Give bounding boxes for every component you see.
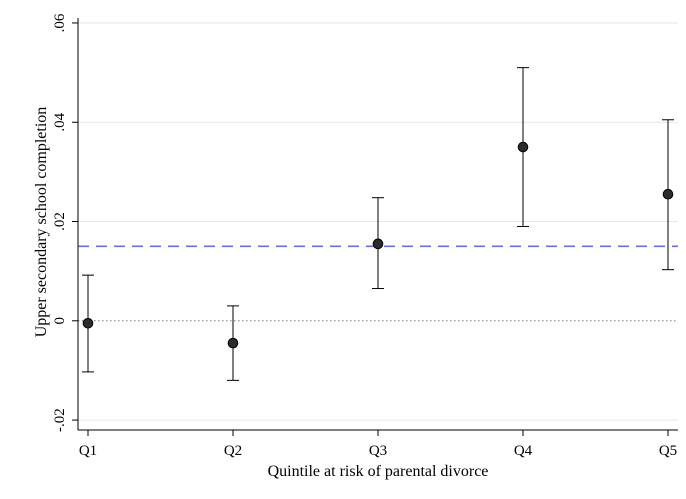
x-tick-label: Q5 (659, 443, 677, 459)
data-point (82, 317, 94, 329)
y-axis-label: Upper secondary school completion (33, 107, 50, 338)
data-point (517, 141, 529, 153)
y-tick-label: .04 (52, 112, 68, 131)
x-tick-label: Q3 (369, 443, 387, 459)
x-axis-label: Quintile at risk of parental divorce (268, 463, 489, 480)
x-tick-label: Q4 (514, 443, 533, 459)
y-tick-label: .06 (52, 13, 68, 32)
point-estimates (82, 141, 674, 349)
data-point (662, 188, 674, 200)
data-point (372, 238, 384, 250)
y-ticks: -.02 0 .02 .04 .06 (52, 13, 78, 432)
x-tick-label: Q2 (224, 443, 242, 459)
reference-lines (78, 245, 678, 322)
y-tick-label: -.02 (52, 408, 68, 432)
error-bars (82, 67, 674, 381)
data-point (227, 337, 239, 349)
x-tick-label: Q1 (79, 443, 97, 459)
x-ticks: Q1 Q2 Q3 Q4 Q5 (79, 430, 677, 459)
y-tick-label: .02 (52, 212, 68, 231)
grid-lines (78, 22, 678, 421)
y-tick-label: 0 (52, 317, 68, 325)
